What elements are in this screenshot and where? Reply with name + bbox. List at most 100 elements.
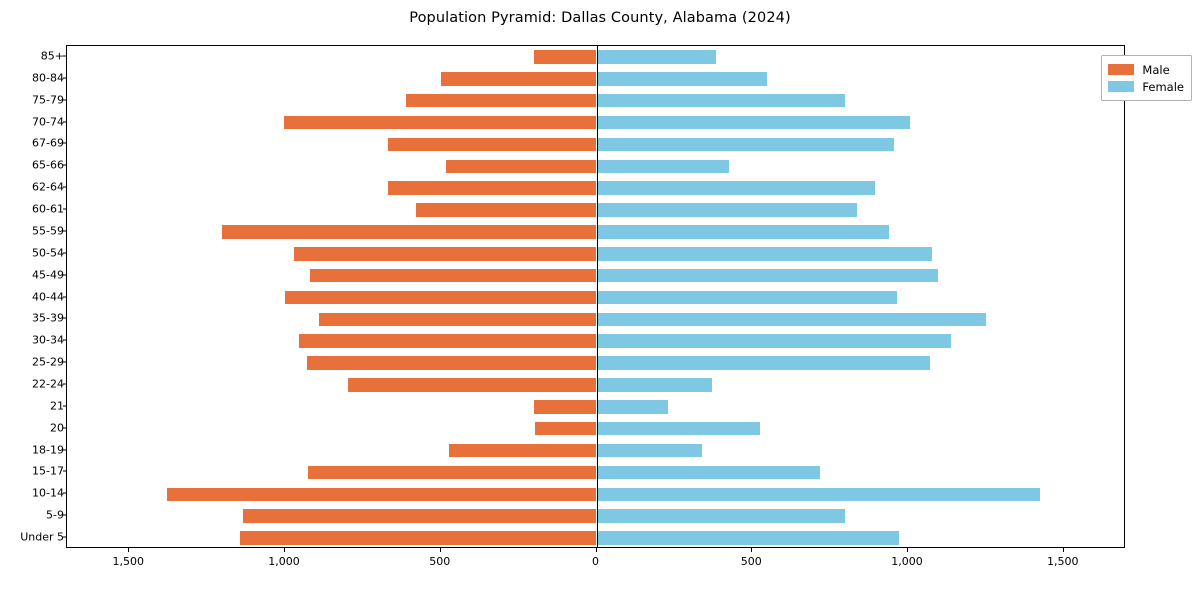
y-axis-tick-label: 45-49 [32, 268, 64, 282]
pyramid-row [67, 203, 1124, 217]
x-axis-tick-label: 1,500 [1046, 555, 1079, 568]
y-axis-tick-mark [62, 186, 66, 188]
bar-male[interactable] [306, 356, 597, 370]
bar-female[interactable] [596, 181, 875, 195]
y-axis-tick-mark [62, 361, 66, 363]
x-axis-tick-mark [595, 548, 597, 552]
y-axis-tick-label: 60-61 [32, 202, 64, 216]
pyramid-row [67, 465, 1124, 480]
bar-female[interactable] [596, 50, 717, 64]
bar-male[interactable] [448, 443, 597, 458]
bar-male[interactable] [239, 531, 597, 545]
y-axis-tick-mark [62, 449, 66, 451]
x-axis-tick-mark [751, 548, 753, 552]
y-axis-tick-label: Under 5 [20, 530, 64, 544]
pyramid-row [67, 50, 1124, 64]
bar-female[interactable] [596, 159, 730, 174]
y-axis-tick-label: 18-19 [32, 443, 64, 457]
pyramid-row [67, 531, 1124, 545]
pyramid-row [67, 93, 1124, 108]
pyramid-row [67, 72, 1124, 86]
bar-female[interactable] [596, 443, 702, 458]
y-axis-tick-label: 85+ [40, 49, 64, 63]
pyramid-row [67, 290, 1124, 305]
bar-male[interactable] [533, 50, 597, 64]
y-axis-tick-mark [62, 470, 66, 472]
bar-female[interactable] [596, 334, 952, 348]
bar-male[interactable] [166, 487, 597, 502]
y-axis-tick-label: 62-64 [32, 180, 64, 194]
bar-male[interactable] [535, 421, 597, 436]
bar-female[interactable] [596, 400, 668, 414]
bar-male[interactable] [388, 137, 597, 152]
bar-female[interactable] [596, 93, 845, 108]
bar-female[interactable] [596, 509, 845, 523]
y-axis-tick-mark [62, 142, 66, 144]
y-axis-tick-label: 35-39 [32, 311, 64, 325]
pyramid-row [67, 225, 1124, 239]
bar-male[interactable] [445, 159, 597, 174]
bar-female[interactable] [596, 246, 932, 261]
y-axis-tick-label: 5-9 [46, 508, 64, 522]
x-axis-tick-label: 500 [740, 555, 762, 568]
y-axis-tick-label: 15-17 [32, 464, 64, 478]
y-axis-tick-label: 30-34 [32, 333, 64, 347]
y-axis-tick-mark [62, 121, 66, 123]
y-axis-tick-mark [62, 77, 66, 79]
legend-label-male: Male [1142, 62, 1170, 77]
bar-female[interactable] [596, 203, 858, 217]
chart-legend: Male Female [1101, 55, 1192, 101]
bar-male[interactable] [242, 509, 597, 523]
bar-female[interactable] [596, 421, 760, 436]
y-axis-tick-mark [62, 252, 66, 254]
y-axis-tick-label: 21 [50, 399, 64, 413]
bar-male[interactable] [441, 72, 597, 86]
bar-female[interactable] [596, 378, 712, 392]
legend-swatch-male-icon [1108, 64, 1135, 75]
x-axis-tick-mark [284, 548, 286, 552]
y-axis-tick-mark [62, 514, 66, 516]
pyramid-row [67, 268, 1124, 283]
bar-female[interactable] [596, 290, 898, 305]
bar-male[interactable] [294, 246, 597, 261]
pyramid-row [67, 181, 1124, 195]
bar-female[interactable] [596, 115, 910, 130]
bar-female[interactable] [596, 465, 821, 480]
bar-female[interactable] [596, 225, 890, 239]
y-axis-tick-label: 55-59 [32, 224, 64, 238]
bar-male[interactable] [534, 400, 597, 414]
x-axis-tick-label: 1,000 [891, 555, 923, 568]
pyramid-row [67, 421, 1124, 436]
bar-male[interactable] [416, 203, 597, 217]
pyramid-row [67, 400, 1124, 414]
bar-female[interactable] [596, 531, 899, 545]
y-axis-tick-label: 22-24 [32, 377, 64, 391]
bar-male[interactable] [284, 115, 597, 130]
bar-female[interactable] [596, 137, 894, 152]
bar-male[interactable] [348, 378, 597, 392]
bar-male[interactable] [299, 334, 597, 348]
y-axis-tick-mark [62, 317, 66, 319]
bar-male[interactable] [309, 268, 597, 283]
bar-male[interactable] [405, 93, 597, 108]
y-axis-tick-mark [62, 99, 66, 101]
pyramid-row [67, 487, 1124, 502]
bar-male[interactable] [222, 225, 597, 239]
bar-male[interactable] [318, 312, 597, 327]
pyramid-row [67, 115, 1124, 130]
y-axis-tick-mark [62, 55, 66, 57]
bar-female[interactable] [596, 356, 930, 370]
bar-male[interactable] [308, 465, 597, 480]
legend-swatch-female-icon [1108, 81, 1135, 92]
y-axis-tick-mark [62, 405, 66, 407]
bar-female[interactable] [596, 268, 938, 283]
y-axis-tick-mark [62, 208, 66, 210]
bar-female[interactable] [596, 72, 768, 86]
y-axis-tick-label: 40-44 [32, 290, 64, 303]
bar-male[interactable] [388, 181, 597, 195]
y-axis-tick-label: 25-29 [32, 355, 64, 369]
y-axis-tick-mark [62, 230, 66, 232]
bar-male[interactable] [285, 290, 597, 305]
bar-female[interactable] [596, 487, 1040, 502]
bar-female[interactable] [596, 312, 987, 327]
